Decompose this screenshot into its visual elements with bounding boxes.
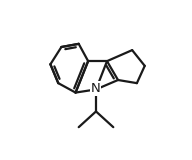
Text: N: N [90,82,100,95]
